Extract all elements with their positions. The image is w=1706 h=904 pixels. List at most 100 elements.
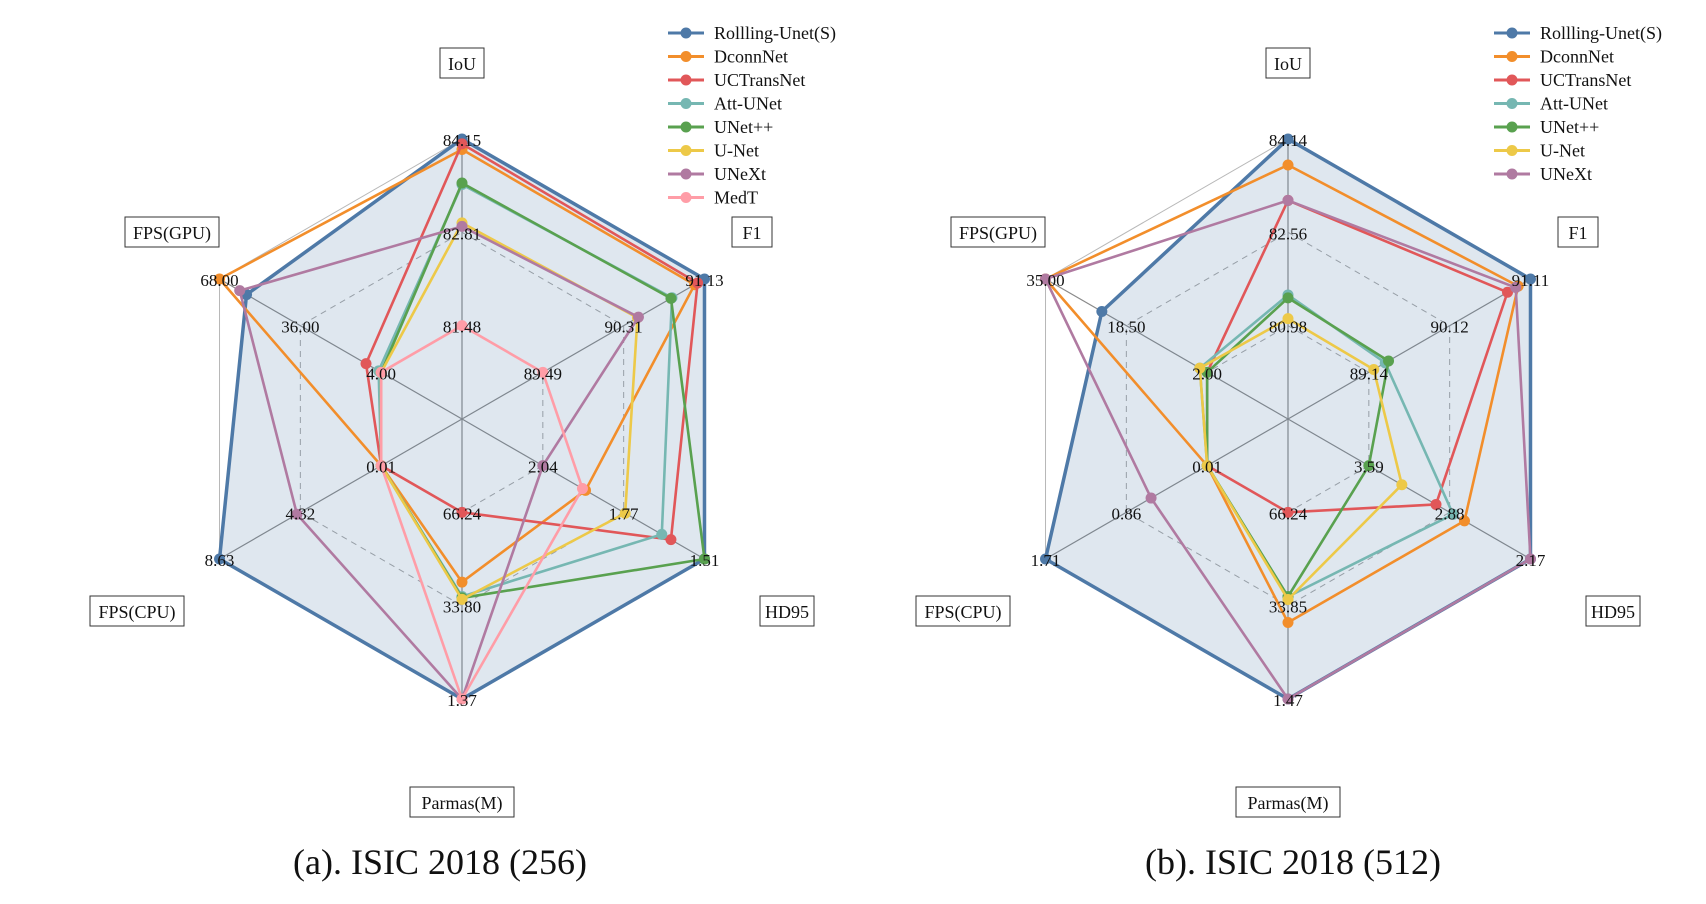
data-point-rollling-unet-s [1040,553,1052,565]
data-point-u-net [619,507,631,519]
data-point-dconnnet [214,273,226,285]
data-point-u-net [1282,313,1294,325]
data-point-unet [1363,460,1375,472]
data-point-uctransnet [692,277,704,289]
data-point-rollling-unet-s [1096,306,1108,318]
data-point-unet [1383,355,1395,367]
data-point-dconnnet [1282,617,1294,629]
legend-marker [680,51,692,62]
tick-label: 2.88 [1435,504,1465,523]
data-point-unet [698,553,710,565]
data-point-u-net [1194,362,1206,374]
data-point-unext [537,460,549,472]
data-point-dconnnet [1458,515,1470,527]
tick-label: 2.00 [1192,364,1222,383]
axis-title: HD95 [765,602,809,622]
tick-label: 89.49 [524,364,562,383]
data-point-uctransnet [665,534,677,546]
legend-marker [1506,145,1518,156]
data-point-unet [665,292,677,304]
tick-label: 2.04 [528,458,558,477]
legend-marker [680,145,692,156]
axis-title-box [409,786,515,818]
axis-title-box [1585,595,1641,627]
legend-label: U-Net [714,141,759,161]
legend-label: Att-UNet [1540,94,1608,114]
legend-marker [1506,168,1518,180]
tick-label: 3.59 [1354,458,1384,477]
tick-label: 80.98 [1269,318,1307,337]
legend-label: DconnNet [714,47,788,67]
data-point-u-net [1396,479,1408,491]
data-point-uctransnet [456,506,468,518]
axis-spoke [461,278,705,420]
tick-label: 18.50 [1107,318,1145,337]
data-point-unext [1040,273,1052,285]
tick-label: 84.15 [443,131,481,150]
data-point-unext [291,508,303,520]
tick-label: 35.00 [1026,271,1064,290]
data-point-medt [375,460,387,472]
data-point-medt [456,320,468,332]
legend-label: DconnNet [1540,47,1614,67]
tick-label: 82.81 [443,224,481,243]
axis-title: FPS(CPU) [98,602,175,623]
chart-caption-b: (b). ISIC 2018 (512) [1145,842,1441,882]
tick-label: 1.77 [609,504,639,523]
data-point-dconnnet [456,576,468,588]
data-point-uctransnet [1282,506,1294,518]
axis-spoke [1045,418,1289,560]
tick-label: 0.01 [1192,458,1222,477]
legend-marker [680,121,692,133]
data-point-unext [1510,282,1522,294]
axis-title: Parmas(M) [422,793,503,814]
data-point-rollling-unet-s [1524,273,1536,285]
data-point-medt [576,483,588,495]
axis-title: FPS(CPU) [924,602,1001,623]
legend-label: Rollling-Unet(S) [1540,23,1662,44]
axis-title-box [1557,216,1599,248]
tick-label: 66.24 [443,504,482,523]
tick-label: 8.63 [205,551,235,570]
axis-spoke [1045,278,1289,420]
tick-label: 68.00 [200,271,238,290]
chart-caption-a: (a). ISIC 2018 (256) [293,842,587,882]
tick-label: 66.24 [1269,504,1308,523]
axis-title: IoU [448,54,476,74]
axis-title-box [950,216,1046,248]
tick-label: 33.80 [443,598,481,617]
axis-title-box [759,595,815,627]
axis-title: F1 [1568,223,1587,243]
data-point-uctransnet [360,358,372,370]
data-point-medt [537,366,549,378]
axis-spoke [1287,278,1531,420]
legend-marker [1506,98,1518,109]
legend-marker [1506,74,1518,86]
tick-label: 1.47 [1273,691,1303,710]
tick-label: 1.37 [447,691,477,710]
data-point-u-net [1368,363,1380,375]
legend-marker [680,27,692,39]
tick-label: 2.17 [1516,551,1546,570]
legend-marker [680,74,692,86]
legend-label: U-Net [1540,141,1585,161]
data-point-unext [1145,492,1157,504]
data-point-medt [456,693,468,705]
axis-title-box [89,595,185,627]
legend-label: UCTransNet [1540,70,1631,90]
legend-label: UCTransNet [714,70,805,90]
legend-marker [1506,27,1518,39]
axis-spoke [219,278,463,420]
legend-marker [680,98,692,109]
data-point-uctransnet [456,138,468,150]
tick-label: 82.56 [1269,224,1307,243]
data-point-unet [456,177,468,189]
tick-label: 1.51 [690,551,720,570]
data-point-u-net [1282,593,1294,605]
axis-title: Parmas(M) [1248,793,1329,814]
legend-marker [680,168,692,180]
data-point-rollling-unet-s [214,553,226,565]
legend: Rollling-Unet(S) DconnNet UCTransNet Att-UN… [668,23,836,208]
data-point-unext [1524,553,1536,565]
